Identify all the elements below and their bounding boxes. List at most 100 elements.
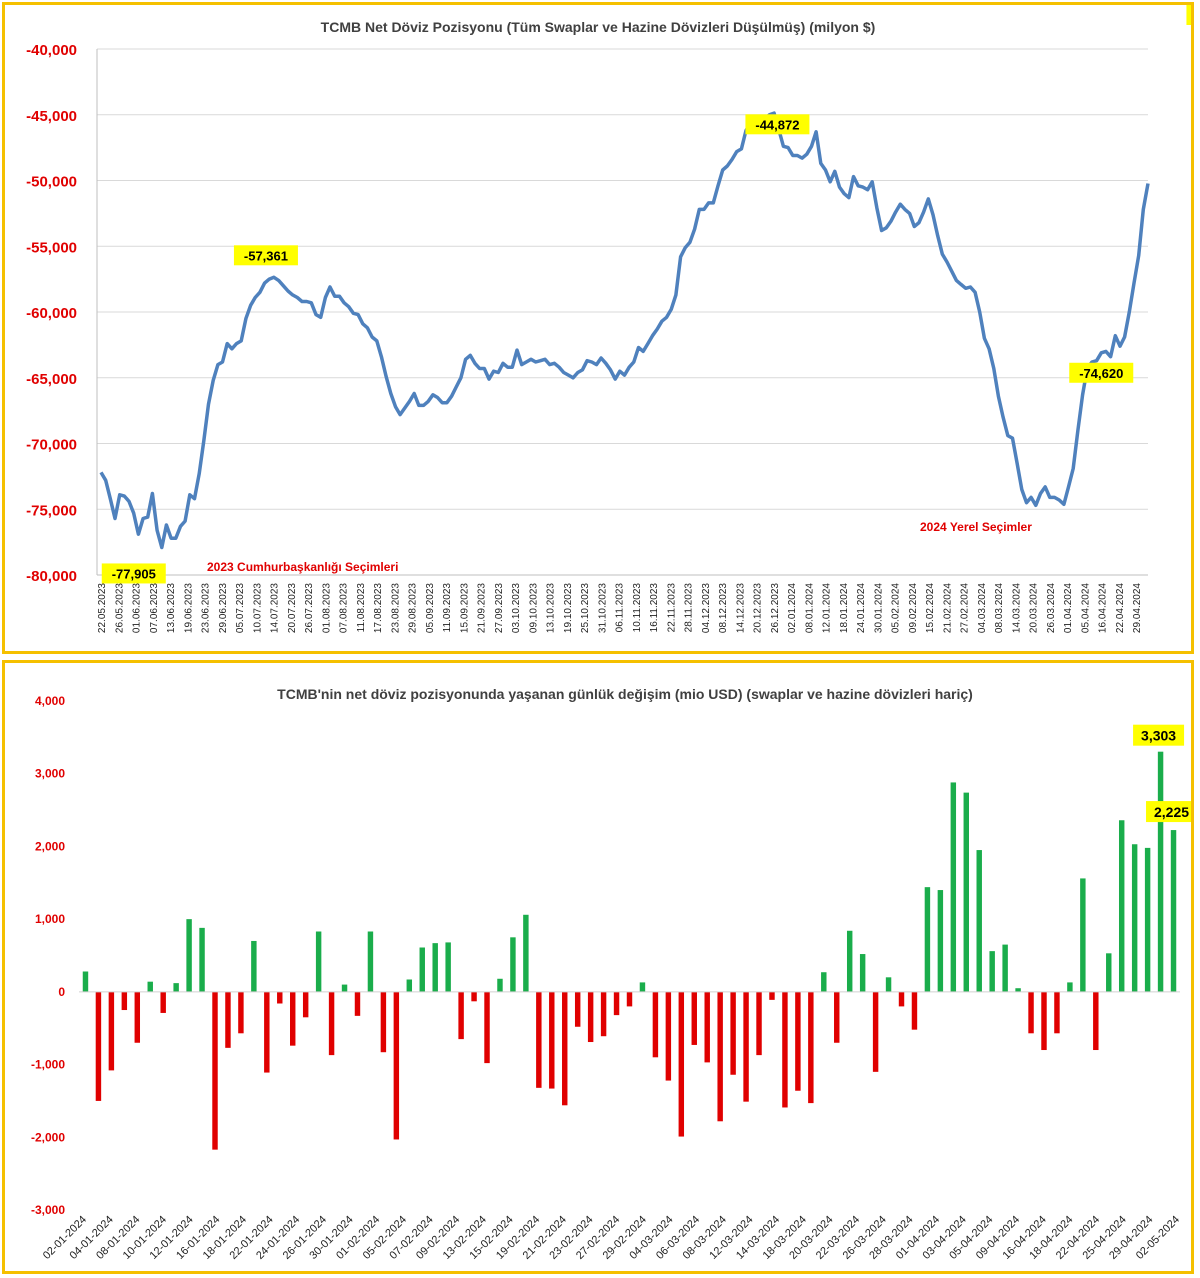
bar	[406, 979, 413, 992]
x-tick-label: 19.10.2023	[563, 583, 574, 633]
x-tick-label: 26.12.2023	[770, 583, 781, 633]
bar	[1028, 991, 1034, 1034]
bar	[976, 850, 982, 992]
bar	[1093, 991, 1099, 1051]
x-tick-label: 29.06.2023	[218, 583, 229, 633]
bar	[626, 991, 633, 1007]
data-label: -44,872	[755, 117, 799, 132]
bar	[691, 991, 697, 1045]
bar	[704, 991, 710, 1063]
x-tick-label: 29.04.2024	[1132, 583, 1143, 633]
data-label: -74,620	[1079, 366, 1123, 381]
x-tick-label: 29.08.2023	[408, 583, 419, 633]
x-tick-label: 11.09.2023	[442, 583, 453, 633]
bar	[160, 991, 166, 1013]
bar	[1157, 751, 1164, 992]
bar	[549, 991, 555, 1089]
bar	[484, 991, 490, 1064]
x-tick-label: 31.10.2023	[597, 583, 608, 633]
bar	[950, 782, 957, 992]
event-label-2023: 2023 Cumhurbaşkanlığı Seçimleri	[207, 560, 398, 574]
data-label: -77,905	[112, 566, 156, 581]
bar	[898, 991, 905, 1007]
bar	[471, 991, 477, 1002]
y-tick-label: 3,000	[35, 767, 65, 781]
bar	[963, 792, 969, 992]
bar	[510, 937, 516, 992]
x-tick-label: 14.07.2023	[270, 583, 281, 633]
x-tick-label: 20.12.2023	[753, 583, 764, 633]
x-tick-label: 08.01.2024	[804, 583, 815, 633]
x-tick-label: 05.09.2023	[425, 583, 436, 633]
bar	[458, 991, 464, 1040]
bar	[147, 981, 153, 992]
x-tick-label: 10.07.2023	[252, 583, 263, 633]
x-tick-label: 20.07.2023	[287, 583, 298, 633]
x-tick-label: 24.01.2024	[856, 583, 867, 633]
data-label: -57,361	[244, 248, 288, 263]
y-tick-label: -40,000	[26, 42, 77, 59]
x-tick-label: 06.11.2023	[615, 583, 626, 633]
y-tick-label: -50,000	[26, 174, 77, 191]
bar	[1054, 991, 1060, 1034]
data-label-bg	[1133, 724, 1185, 746]
x-tick-label: 22.04.2024	[1115, 583, 1126, 633]
bar	[186, 919, 192, 992]
bar	[1170, 830, 1177, 992]
y-tick-label: -1,000	[31, 1058, 65, 1072]
x-tick-label: 16.04.2024	[1098, 583, 1109, 633]
bar	[277, 991, 283, 1004]
bar	[134, 991, 141, 1043]
data-label-bg	[1186, 5, 1200, 25]
bar	[315, 931, 322, 992]
bottom-chart-panel: TCMB'nin net döviz pozisyonunda yaşanan …	[2, 660, 1198, 1274]
x-tick-label: 17.08.2023	[373, 583, 384, 633]
x-tick-label: 04.12.2023	[701, 583, 712, 633]
x-tick-label: 22.11.2023	[666, 583, 677, 633]
bar	[872, 991, 879, 1072]
bar	[367, 931, 374, 992]
x-tick-label: 18.01.2024	[839, 583, 850, 633]
x-tick-label: 28.11.2023	[684, 583, 695, 633]
x-tick-label: 27.02.2024	[960, 583, 971, 633]
x-tick-label: 08.03.2024	[994, 583, 1005, 633]
bar	[821, 972, 827, 992]
x-tick-label: 22.05.2023	[97, 583, 108, 633]
x-tick-label: 01.04.2024	[1063, 583, 1074, 633]
x-tick-label: 14.03.2024	[1011, 583, 1022, 633]
bar	[782, 991, 788, 1108]
bar	[354, 991, 361, 1016]
x-tick-label: 23.06.2023	[201, 583, 212, 633]
bar	[432, 943, 438, 992]
bar	[1002, 944, 1008, 992]
x-tick-label: 27.09.2023	[494, 583, 505, 633]
series-line	[99, 111, 1150, 550]
y-tick-label: -45,000	[26, 108, 77, 125]
bar	[380, 991, 387, 1053]
bar	[1080, 878, 1086, 992]
x-tick-label: 03.10.2023	[511, 583, 522, 633]
x-tick-label: 12.01.2024	[822, 583, 833, 633]
y-tick-label: -70,000	[26, 437, 77, 454]
x-tick-label: 05.02.2024	[891, 583, 902, 633]
bar	[419, 947, 425, 992]
bar	[328, 991, 335, 1056]
data-label-bg	[1146, 801, 1198, 823]
y-tick-label: -80,000	[26, 568, 77, 585]
bar	[251, 940, 257, 992]
x-tick-label: 21.09.2023	[477, 583, 488, 633]
bar	[108, 991, 115, 1071]
bar	[924, 887, 931, 992]
y-tick-label: -2,000	[31, 1130, 65, 1144]
bar	[846, 930, 853, 992]
bar	[82, 971, 89, 992]
bar	[445, 942, 451, 992]
bar	[212, 991, 218, 1150]
y-tick-label: 1,000	[35, 912, 65, 926]
x-tick-label: 23.08.2023	[390, 583, 401, 633]
data-label-bg	[101, 563, 166, 584]
bar	[536, 991, 542, 1088]
bar	[808, 991, 814, 1104]
bar	[587, 991, 594, 1043]
x-tick-label: 02.01.2024	[787, 583, 798, 633]
